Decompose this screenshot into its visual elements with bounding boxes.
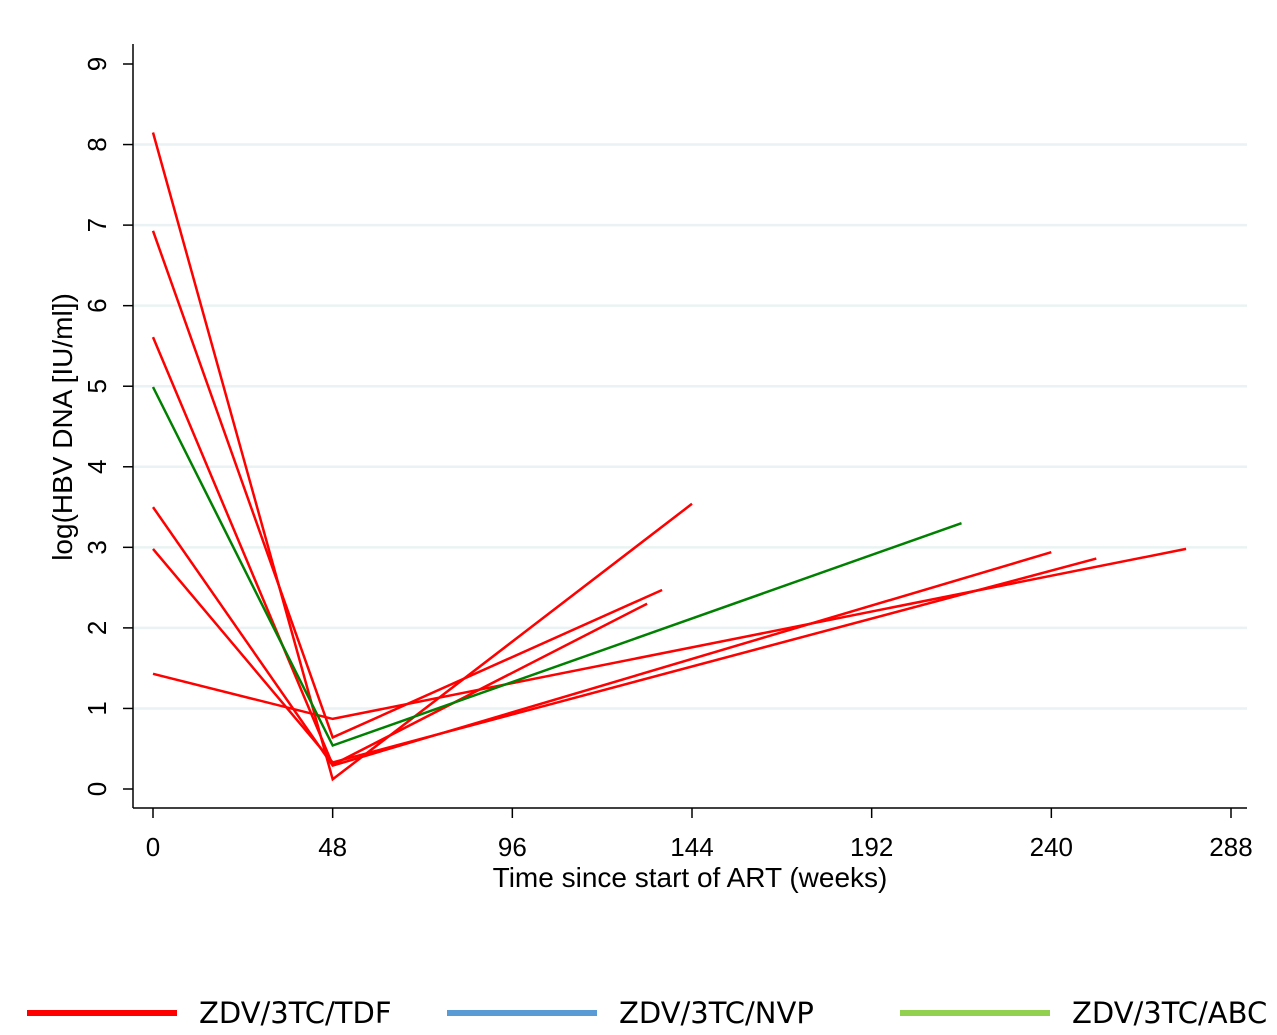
legend-label: ZDV/3TC/ABC (1072, 995, 1268, 1030)
y-tick-label: 6 (82, 298, 112, 312)
legend: ZDV/3TC/TDF ZDV/3TC/NVP ZDV/3TC/ABC (0, 990, 1277, 1035)
axes: 0 1 2 3 4 5 6 7 8 9 0 48 96 144 192 240 288 (82, 44, 1253, 862)
legend-item-zdv-3tc-nvp: ZDV/3TC/NVP (447, 990, 814, 1035)
x-tick-label: 96 (498, 832, 527, 862)
plot-region-background (10, 10, 1272, 932)
y-tick-label: 1 (82, 701, 112, 715)
x-tick-label: 240 (1030, 832, 1073, 862)
x-tick-label: 288 (1209, 832, 1252, 862)
legend-item-zdv-3tc-abc: ZDV/3TC/ABC (900, 990, 1267, 1035)
x-tick-label: 48 (318, 832, 347, 862)
y-tick-label: 9 (82, 57, 112, 71)
y-tick-label: 0 (82, 782, 112, 796)
series-line-5 (152, 548, 1097, 764)
y-tick-label: 4 (82, 460, 112, 474)
series-line-2 (151, 230, 663, 740)
y-tick-label: 2 (82, 621, 112, 635)
x-tick-label: 144 (670, 832, 713, 862)
series-line-6 (152, 547, 1187, 721)
legend-label: ZDV/3TC/NVP (619, 995, 814, 1030)
y-tick-label: 3 (82, 540, 112, 554)
legend-swatch-green (900, 1009, 1050, 1016)
y-tick-label: 7 (82, 218, 112, 232)
series-lines (151, 132, 1187, 782)
x-axis-title: Time since start of ART (weeks) (493, 862, 888, 893)
y-tick-label: 5 (82, 379, 112, 393)
x-tick-label: 0 (146, 832, 160, 862)
legend-swatch-red (27, 1009, 177, 1016)
legend-swatch-blue (447, 1009, 597, 1016)
legend-item-zdv-3tc-tdf: ZDV/3TC/TDF (27, 990, 392, 1035)
y-tick-label: 8 (82, 137, 112, 151)
legend-label: ZDV/3TC/TDF (199, 995, 392, 1030)
gridlines (134, 143, 1247, 710)
chart: 0 1 2 3 4 5 6 7 8 9 0 48 96 144 192 240 288 Time since s… (10, 10, 1272, 932)
x-tick-label: 192 (850, 832, 893, 862)
y-axis-title: log(HBV DNA [IU/ml]) (47, 293, 78, 561)
series-line-7 (151, 386, 962, 748)
series-line-1 (151, 132, 693, 782)
